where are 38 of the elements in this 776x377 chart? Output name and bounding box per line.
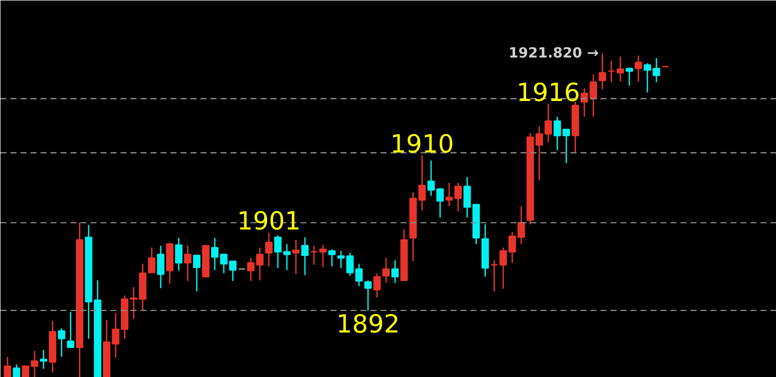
candlestick [22, 366, 30, 377]
candlestick [319, 244, 327, 268]
candlestick [184, 245, 192, 282]
candlestick [274, 234, 282, 269]
candlestick [58, 328, 66, 358]
candlestick [292, 239, 300, 275]
candlestick [608, 60, 616, 83]
candlestick [328, 248, 336, 268]
candlestick [355, 263, 363, 287]
annotation: 1910 [390, 129, 454, 158]
candlestick [634, 54, 642, 82]
candlestick [346, 252, 354, 276]
candlestick [616, 56, 624, 82]
candlestick [626, 66, 634, 86]
candlestick [337, 250, 345, 269]
candlestick [40, 349, 48, 370]
candlestick [310, 245, 318, 266]
candlestick [265, 232, 273, 268]
candlestick [373, 272, 381, 298]
candlestick [193, 254, 200, 292]
candlestick [283, 243, 291, 271]
candlestick [364, 280, 372, 312]
candlestick [148, 246, 156, 274]
annotation: 1901 [237, 206, 301, 236]
annotation: 1921.820 → [508, 46, 600, 62]
candlestick [301, 236, 309, 276]
candlestick [382, 257, 390, 284]
candlestick [490, 260, 498, 292]
candlestick [30, 350, 38, 377]
candlestick [391, 260, 399, 284]
candlestick [12, 364, 20, 377]
candlestick [66, 311, 74, 348]
annotation: 1916 [516, 78, 580, 107]
candlestick [598, 52, 606, 90]
annotation: 1892 [336, 309, 400, 338]
candlestick [4, 356, 12, 377]
candlestick [175, 237, 182, 272]
candlestick [157, 245, 164, 289]
